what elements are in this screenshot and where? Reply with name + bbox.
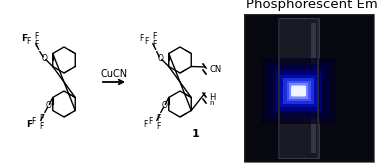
Text: F: F bbox=[149, 117, 153, 126]
Text: F: F bbox=[139, 34, 144, 43]
Text: 1: 1 bbox=[192, 129, 200, 139]
Text: F: F bbox=[156, 122, 161, 131]
Text: O: O bbox=[158, 54, 164, 63]
Text: O: O bbox=[42, 54, 48, 63]
Bar bbox=[294, 87, 303, 95]
Text: F: F bbox=[26, 37, 31, 46]
Text: CuCN: CuCN bbox=[101, 69, 127, 79]
Bar bbox=[311, 23, 316, 153]
Bar bbox=[296, 89, 301, 93]
Text: F: F bbox=[21, 34, 27, 43]
Bar bbox=[268, 64, 329, 118]
Bar bbox=[287, 81, 311, 101]
Bar bbox=[246, 16, 372, 160]
Text: F: F bbox=[40, 122, 44, 131]
Text: Phosphorescent Emission: Phosphorescent Emission bbox=[246, 0, 378, 11]
Text: F: F bbox=[40, 114, 44, 123]
Text: F: F bbox=[153, 32, 157, 41]
Text: CN: CN bbox=[209, 64, 221, 73]
Bar bbox=[291, 86, 306, 96]
Text: O: O bbox=[46, 101, 52, 110]
Bar bbox=[244, 14, 374, 162]
Text: F: F bbox=[26, 120, 32, 129]
Text: F: F bbox=[156, 114, 161, 123]
Bar bbox=[278, 18, 280, 158]
Text: F: F bbox=[31, 117, 36, 126]
Bar bbox=[244, 14, 374, 162]
Bar bbox=[261, 58, 336, 123]
Text: F: F bbox=[144, 37, 149, 46]
Bar bbox=[292, 85, 305, 97]
Text: n: n bbox=[209, 100, 214, 106]
Bar bbox=[317, 18, 319, 158]
Text: F: F bbox=[144, 120, 148, 129]
Text: F: F bbox=[153, 40, 157, 49]
Text: F: F bbox=[34, 40, 39, 49]
Bar bbox=[289, 83, 308, 99]
Text: F: F bbox=[34, 32, 39, 41]
Bar bbox=[283, 78, 314, 104]
Bar bbox=[280, 75, 318, 107]
Text: O: O bbox=[162, 101, 168, 110]
Text: H: H bbox=[209, 92, 215, 102]
Bar bbox=[275, 70, 322, 112]
Bar bbox=[278, 18, 319, 158]
